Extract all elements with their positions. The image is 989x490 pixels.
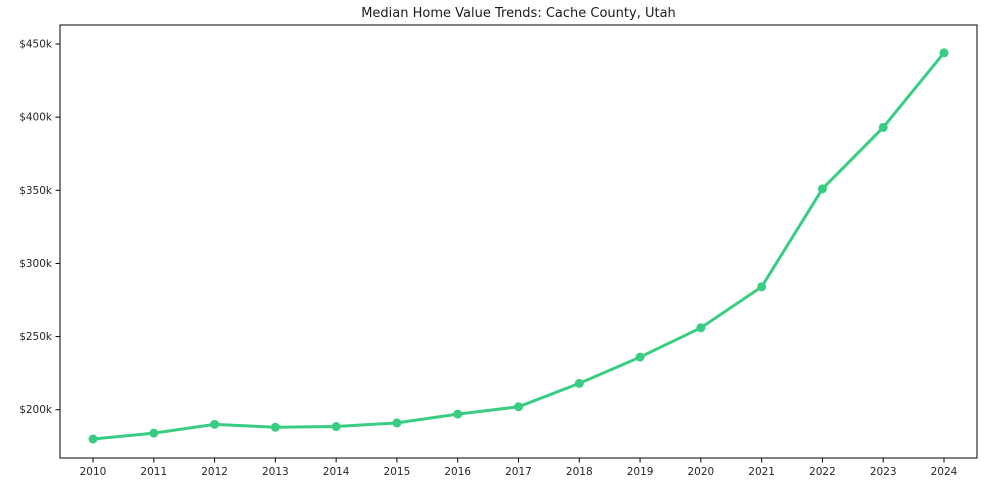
y-tick-label: $300k (19, 258, 53, 270)
x-tick-label: 2022 (809, 466, 836, 478)
x-tick-label: 2014 (323, 466, 350, 478)
axis-ticks: $200k $250k $300k $350k $400k $450k 2010 2011 20… (19, 39, 957, 478)
trend-line (91, 51, 946, 441)
data-point (331, 422, 341, 432)
x-tick-label: 2018 (566, 466, 593, 478)
x-tick-label: 2017 (505, 466, 532, 478)
data-point (149, 428, 159, 438)
y-tick-label: $250k (19, 331, 53, 343)
x-tick-label: 2021 (748, 466, 775, 478)
x-tick-label: 2013 (262, 466, 289, 478)
data-point (878, 122, 888, 132)
series-group (88, 48, 949, 444)
y-tick-label: $200k (19, 404, 53, 416)
data-point (210, 419, 220, 429)
plot-border (59, 24, 978, 459)
y-tick-label: $400k (19, 112, 53, 124)
x-tick-label: 2023 (870, 466, 897, 478)
data-point (514, 402, 523, 412)
data-point (696, 323, 706, 333)
data-point (453, 409, 463, 419)
chart-title: Median Home Value Trends: Cache County, … (361, 6, 676, 21)
data-point (392, 418, 402, 428)
x-tick-label: 2012 (201, 466, 228, 478)
data-point (817, 184, 827, 194)
x-tick-label: 2020 (687, 466, 714, 478)
x-tick-label: 2016 (444, 466, 471, 478)
x-tick-label: 2019 (627, 466, 654, 478)
data-point (270, 422, 280, 432)
x-tick-label: 2010 (80, 466, 107, 478)
y-tick-label: $450k (19, 39, 53, 51)
x-tick-label: 2015 (384, 466, 411, 478)
data-point (635, 352, 645, 362)
x-tick-label: 2011 (140, 466, 167, 478)
y-tick-label: $350k (19, 185, 53, 197)
data-point (757, 282, 767, 292)
x-tick-label: 2024 (931, 466, 958, 478)
data-point (574, 378, 584, 388)
data-point (88, 434, 98, 444)
data-point (939, 48, 949, 58)
